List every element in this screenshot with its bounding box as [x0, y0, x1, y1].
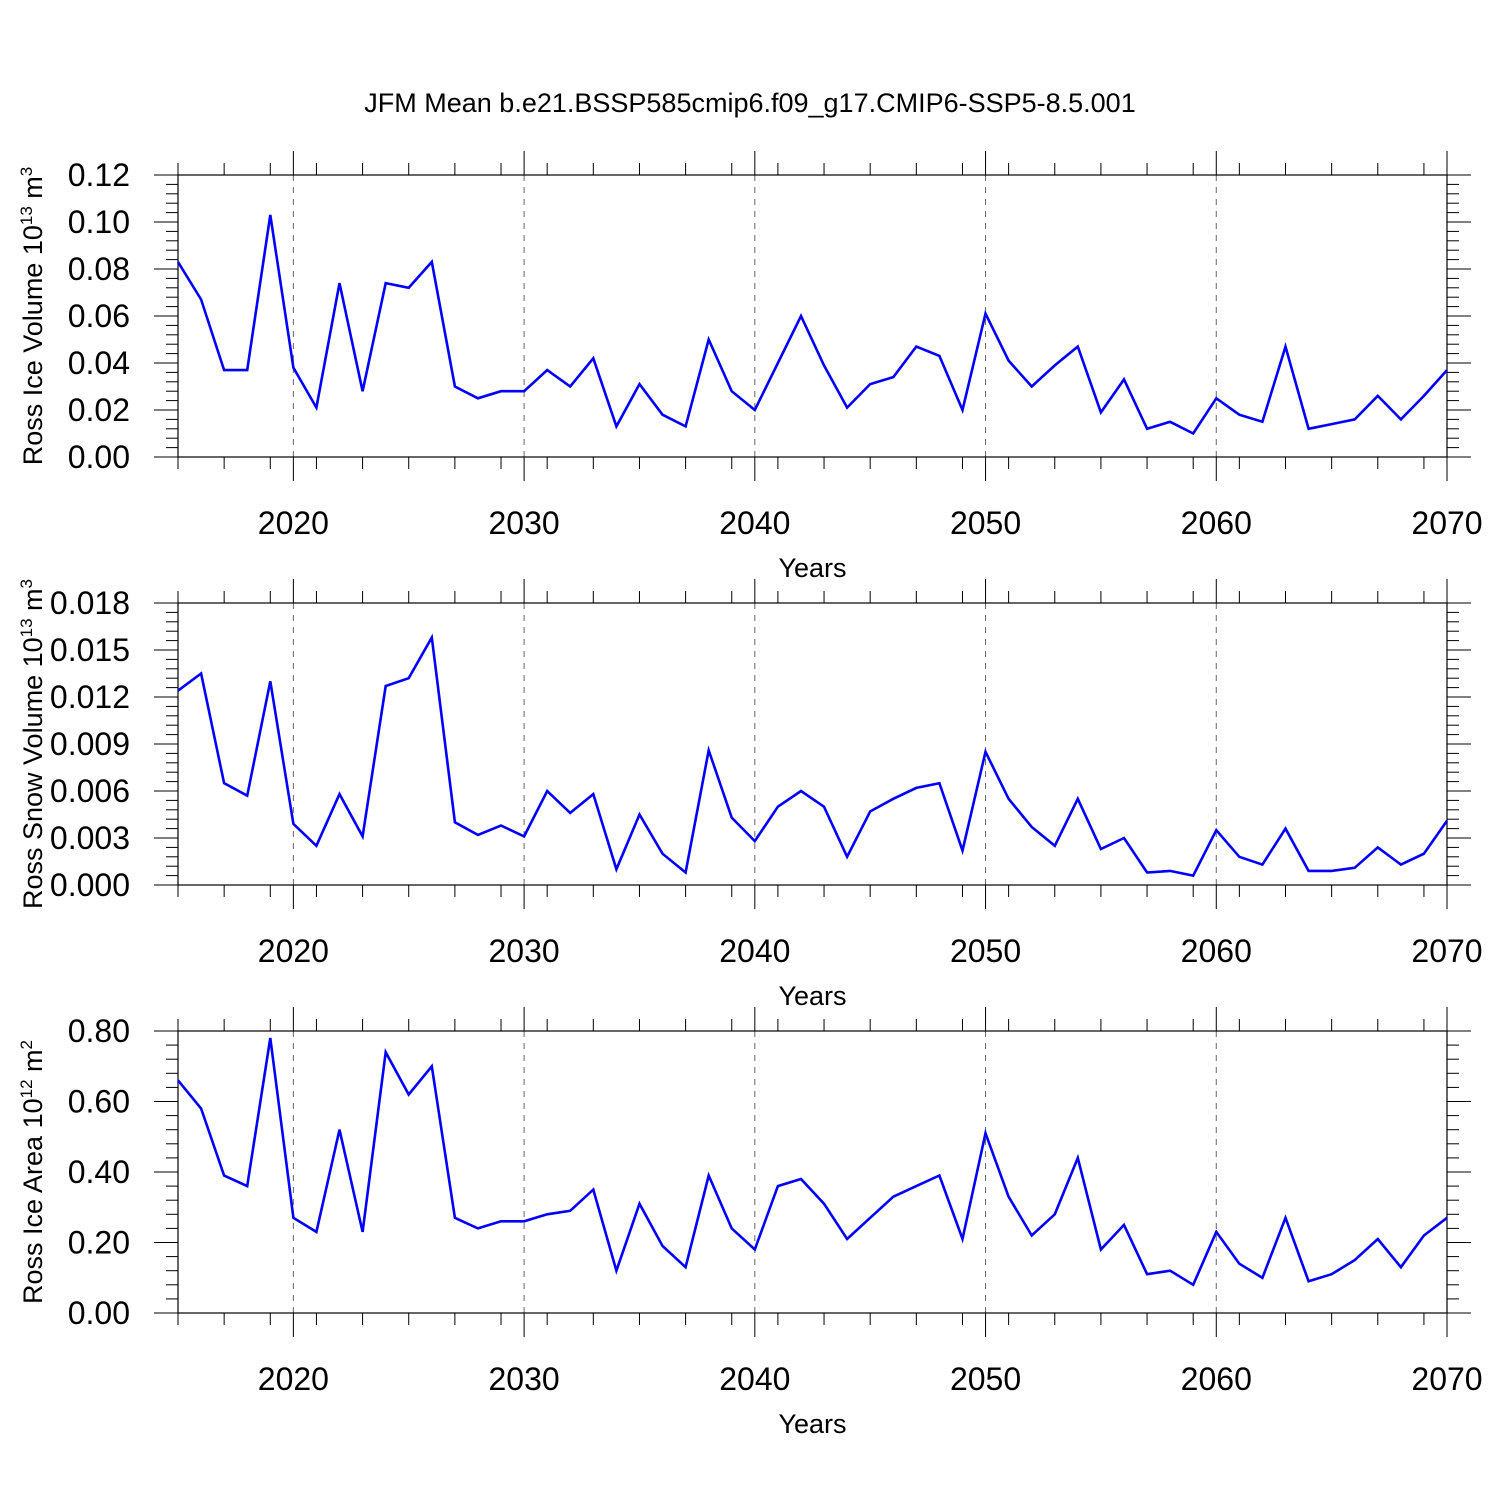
data-series-line — [176, 214, 1448, 436]
x-tick-label: 2060 — [1181, 1361, 1252, 1397]
x-tick-label: 2040 — [719, 1361, 790, 1397]
x-tick-label: 2050 — [950, 933, 1021, 969]
chart-panel-2: 0.000 0.003 0.006 0.009 0.012 0.015 0.018 2020 2… — [17, 579, 1483, 1011]
x-tick-label: 2030 — [488, 505, 559, 541]
x-tick-label: 2050 — [950, 505, 1021, 541]
y-tick-label: 0.10 — [68, 204, 130, 240]
chart-panel-1: 0.00 0.02 0.04 0.06 0.08 0.10 0.12 2020 2030 2040… — [17, 151, 1483, 583]
x-tick-label: 2060 — [1181, 505, 1252, 541]
data-series-line — [176, 1037, 1448, 1287]
y-axis-label: Ross Snow Volume 1013 m3 — [17, 579, 48, 909]
plot-frame — [177, 602, 1448, 886]
y-axis-label: Ross Ice Area 1012 m2 — [17, 1040, 48, 1304]
y-tick-label: 0.40 — [68, 1154, 130, 1190]
plot-frame — [177, 1030, 1448, 1314]
y-tick-label: 0.08 — [68, 251, 130, 287]
x-tick-label: 2070 — [1411, 505, 1482, 541]
y-tick-label: 0.00 — [68, 439, 130, 475]
y-tick-label: 0.000 — [50, 867, 130, 903]
y-tick-label: 0.018 — [50, 585, 130, 621]
x-tick-label: 2030 — [488, 933, 559, 969]
chart-panel-3: 0.00 0.20 0.40 0.60 0.80 2020 2030 2040 2050 2060… — [17, 1007, 1483, 1439]
x-tick-label: 2050 — [950, 1361, 1021, 1397]
x-axis-label: Years — [778, 981, 846, 1011]
data-series-line — [177, 633, 1449, 878]
x-tick-label: 2020 — [258, 1361, 329, 1397]
y-tick-label: 0.009 — [50, 726, 130, 762]
x-tick-label: 2020 — [258, 933, 329, 969]
x-tick-label: 2040 — [719, 505, 790, 541]
x-tick-label: 2040 — [719, 933, 790, 969]
y-tick-label: 0.12 — [68, 157, 130, 193]
x-axis-label: Years — [778, 1409, 846, 1439]
x-axis-label: Years — [778, 553, 846, 583]
plot-frame — [177, 174, 1448, 458]
y-tick-label: 0.20 — [68, 1225, 130, 1261]
chart-title: JFM Mean b.e21.BSSP585cmip6.f09_g17.CMIP… — [364, 88, 1135, 118]
y-tick-label: 0.006 — [50, 773, 130, 809]
x-tick-label: 2020 — [258, 505, 329, 541]
y-tick-label: 0.003 — [50, 820, 130, 856]
y-tick-label: 0.015 — [50, 632, 130, 668]
y-tick-label: 0.06 — [68, 298, 130, 334]
y-tick-label: 0.00 — [68, 1295, 130, 1331]
x-tick-label: 2070 — [1411, 933, 1482, 969]
x-tick-label: 2060 — [1181, 933, 1252, 969]
x-tick-label: 2070 — [1411, 1361, 1482, 1397]
y-tick-label: 0.80 — [68, 1013, 130, 1049]
y-tick-label: 0.02 — [68, 392, 130, 428]
y-tick-label: 0.012 — [50, 679, 130, 715]
y-axis-label: Ross Ice Volume 1013 m3 — [17, 167, 48, 466]
x-tick-label: 2030 — [488, 1361, 559, 1397]
y-tick-label: 0.60 — [68, 1084, 130, 1120]
y-tick-label: 0.04 — [68, 345, 130, 381]
